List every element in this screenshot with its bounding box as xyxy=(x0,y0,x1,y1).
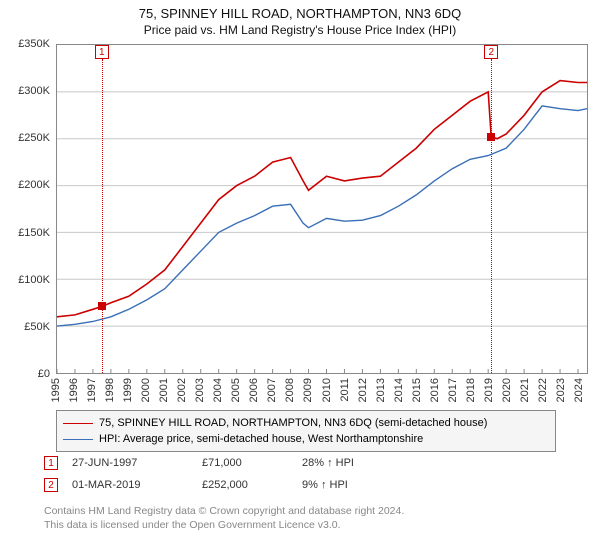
x-tick-label: 2017 xyxy=(447,378,459,402)
x-tick-label: 2005 xyxy=(230,378,242,402)
marker-point-2 xyxy=(487,133,495,141)
x-tick-label: 2006 xyxy=(248,378,260,402)
legend-label: 75, SPINNEY HILL ROAD, NORTHAMPTON, NN3 … xyxy=(99,417,487,429)
x-tick-label: 2020 xyxy=(501,378,513,402)
transaction-marker: 1 xyxy=(44,456,58,470)
x-tick-label: 2022 xyxy=(537,378,549,402)
footer-line-1: Contains HM Land Registry data © Crown c… xyxy=(44,504,404,518)
y-tick-label: £150K xyxy=(18,227,50,239)
x-tick-label: 2002 xyxy=(176,378,188,402)
x-tick-label: 2021 xyxy=(519,378,531,402)
y-tick-label: £300K xyxy=(18,85,50,97)
transaction-pct: 28% ↑ HPI xyxy=(302,457,422,469)
legend-label: HPI: Average price, semi-detached house,… xyxy=(99,433,423,445)
transaction-price: £252,000 xyxy=(202,479,302,491)
transaction-pct: 9% ↑ HPI xyxy=(302,479,422,491)
chart-svg xyxy=(57,45,587,373)
marker-point-1 xyxy=(98,302,106,310)
x-tick-label: 1998 xyxy=(104,378,116,402)
legend-swatch xyxy=(63,439,93,440)
chart-subtitle: Price paid vs. HM Land Registry's House … xyxy=(0,21,600,37)
transaction-row: 2 01-MAR-2019£252,0009% ↑ HPI xyxy=(44,474,422,496)
x-tick-label: 1997 xyxy=(86,378,98,402)
x-tick-label: 2014 xyxy=(393,378,405,402)
x-tick-label: 2001 xyxy=(158,378,170,402)
plot-area: 12 xyxy=(56,44,588,374)
marker-flag-2: 2 xyxy=(484,45,498,59)
y-tick-label: £250K xyxy=(18,132,50,144)
x-tick-label: 2009 xyxy=(302,378,314,402)
x-tick-label: 2003 xyxy=(194,378,206,402)
x-tick-label: 2024 xyxy=(573,378,585,402)
x-tick-label: 1999 xyxy=(122,378,134,402)
x-axis: 1995199619971998199920002001200220032004… xyxy=(56,376,588,404)
x-tick-label: 2010 xyxy=(321,378,333,402)
x-tick-label: 1996 xyxy=(68,378,80,402)
y-tick-label: £200K xyxy=(18,179,50,191)
chart-title: 75, SPINNEY HILL ROAD, NORTHAMPTON, NN3 … xyxy=(0,0,600,21)
series-property xyxy=(57,81,587,317)
chart-container: 75, SPINNEY HILL ROAD, NORTHAMPTON, NN3 … xyxy=(0,0,600,560)
transaction-date: 27-JUN-1997 xyxy=(72,457,202,469)
y-tick-label: £50K xyxy=(24,321,50,333)
y-tick-label: £0 xyxy=(38,368,50,380)
x-tick-label: 1995 xyxy=(50,378,62,402)
x-tick-label: 2023 xyxy=(555,378,567,402)
marker-line-2 xyxy=(491,59,492,373)
x-tick-label: 2018 xyxy=(465,378,477,402)
transaction-marker: 2 xyxy=(44,478,58,492)
x-tick-label: 2007 xyxy=(266,378,278,402)
legend-item: 75, SPINNEY HILL ROAD, NORTHAMPTON, NN3 … xyxy=(63,415,549,431)
footer-line-2: This data is licensed under the Open Gov… xyxy=(44,518,404,532)
legend-swatch xyxy=(63,423,93,424)
transaction-price: £71,000 xyxy=(202,457,302,469)
marker-line-1 xyxy=(102,59,103,373)
x-tick-label: 2016 xyxy=(429,378,441,402)
y-tick-label: £100K xyxy=(18,274,50,286)
legend: 75, SPINNEY HILL ROAD, NORTHAMPTON, NN3 … xyxy=(56,410,556,452)
transaction-date: 01-MAR-2019 xyxy=(72,479,202,491)
y-axis: £0£50K£100K£150K£200K£250K£300K£350K xyxy=(8,44,52,404)
x-tick-label: 2008 xyxy=(284,378,296,402)
x-tick-label: 2013 xyxy=(375,378,387,402)
footer-attribution: Contains HM Land Registry data © Crown c… xyxy=(44,504,404,532)
chart-area: £0£50K£100K£150K£200K£250K£300K£350K 12 … xyxy=(8,44,592,404)
y-tick-label: £350K xyxy=(18,38,50,50)
transactions-table: 1 27-JUN-1997£71,00028% ↑ HPI 2 01-MAR-2019… xyxy=(44,452,422,496)
x-tick-label: 2004 xyxy=(212,378,224,402)
marker-flag-1: 1 xyxy=(95,45,109,59)
x-tick-label: 2012 xyxy=(357,378,369,402)
transaction-row: 1 27-JUN-1997£71,00028% ↑ HPI xyxy=(44,452,422,474)
legend-item: HPI: Average price, semi-detached house,… xyxy=(63,431,549,447)
x-tick-label: 2000 xyxy=(140,378,152,402)
x-tick-label: 2019 xyxy=(483,378,495,402)
x-tick-label: 2015 xyxy=(411,378,423,402)
x-tick-label: 2011 xyxy=(339,378,351,402)
